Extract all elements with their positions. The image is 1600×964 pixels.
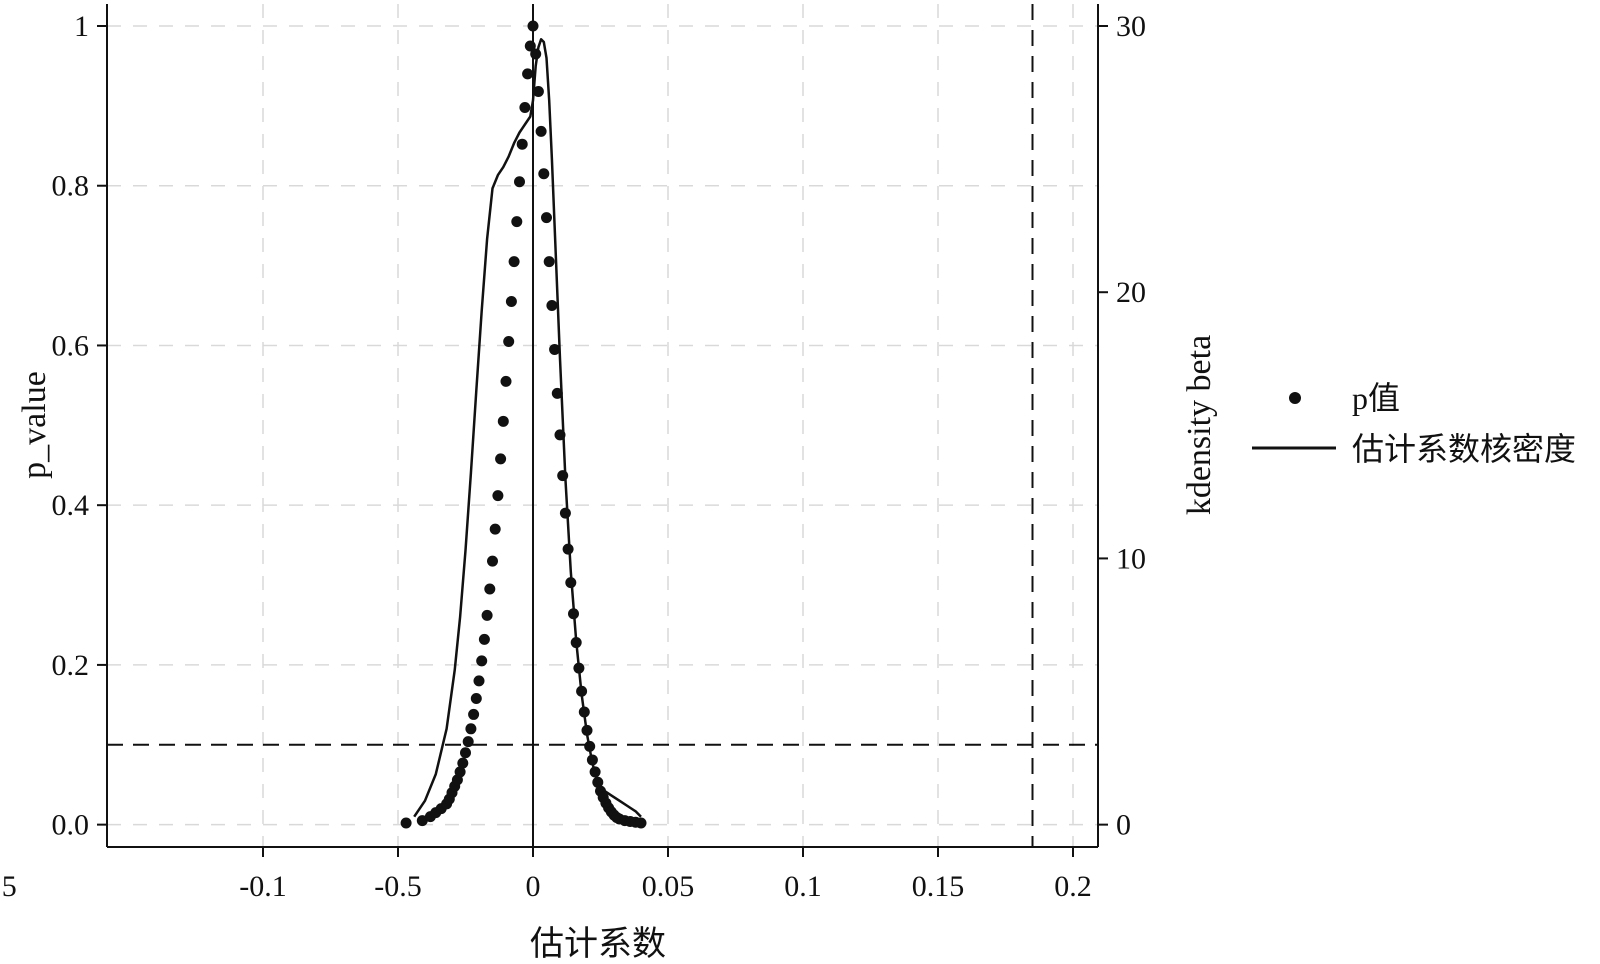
scatter-point — [465, 723, 477, 735]
x-axis-title: 估计系数 — [530, 925, 666, 959]
scatter-point — [541, 212, 552, 224]
x-tick-label: 0 — [526, 870, 541, 903]
y-right-tick-label: 10 — [1116, 542, 1146, 575]
x-tick-label: -0.5 — [374, 870, 422, 903]
scatter-point — [535, 125, 547, 137]
scatter-point — [500, 375, 512, 387]
y-right-tick-label: 30 — [1116, 10, 1146, 43]
scatter-point — [460, 747, 471, 759]
scatter-point — [489, 523, 501, 535]
y-axis-left-title: p_value — [16, 371, 53, 479]
scatter-point — [487, 555, 498, 567]
x-tick-label: 0.05 — [642, 870, 695, 903]
x-tick-label: -1.5 — [0, 870, 17, 903]
scatter-point — [476, 655, 488, 667]
scatter-point — [527, 20, 539, 32]
scatter-point — [478, 633, 490, 645]
scatter-point — [462, 736, 474, 748]
scatter-point — [497, 415, 509, 427]
scatter-point — [495, 453, 507, 465]
scatter-point — [538, 168, 550, 180]
scatter-point — [508, 256, 520, 268]
scatter-point — [400, 817, 412, 829]
y-left-tick-label: 0.4 — [52, 489, 90, 522]
series-layer — [400, 20, 647, 829]
scatter-point — [484, 583, 496, 595]
scatter-point — [514, 176, 525, 188]
legend: p值 估计系数核密度 — [1252, 380, 1576, 467]
legend-label-kdensity: 估计系数核密度 — [1352, 431, 1576, 467]
reference-lines — [107, 4, 1098, 847]
scatter-point — [503, 335, 515, 347]
y-left-tick-label: 1 — [74, 10, 89, 43]
scatter-point — [551, 387, 563, 399]
scatter-point — [546, 300, 558, 312]
x-tick-label: 0.15 — [912, 870, 965, 903]
y-left-tick-label: 0.2 — [52, 649, 90, 682]
scatter-point — [454, 766, 466, 778]
scatter-point — [468, 708, 480, 720]
y-left-tick-label: 0.0 — [52, 809, 90, 842]
x-tick-label: -0.1 — [239, 870, 287, 903]
scatter-point — [492, 490, 504, 502]
scatter-point — [559, 507, 571, 519]
scatter-point — [481, 609, 493, 621]
y-right-tick-label: 0 — [1116, 809, 1131, 842]
scatter-point — [505, 296, 517, 308]
scatter-point — [532, 85, 544, 97]
y-axis-right-title: kdensity beta — [1181, 335, 1218, 515]
scatter-point — [457, 757, 469, 769]
scatter-point — [522, 68, 534, 80]
scatter-point — [516, 138, 528, 150]
grid-layer — [107, 4, 1098, 847]
y-left-tick-label: 0.6 — [52, 329, 90, 362]
axes-layer: -1.5 -0.1 -0.5 0 0.05 0.1 0.15 0.2 0.0 0.2 0.4 0.6 0… — [0, 4, 1146, 903]
y-right-tick-label: 20 — [1116, 276, 1146, 309]
scatter-point — [519, 101, 531, 113]
scatter-point — [635, 817, 647, 829]
legend-label-p-value: p值 — [1352, 380, 1400, 416]
x-tick-label: 0.1 — [784, 870, 822, 903]
scatter-point — [524, 40, 536, 52]
y-left-tick-label: 0.8 — [52, 170, 90, 203]
scatter-point — [470, 692, 482, 704]
scatter-point — [473, 675, 485, 687]
scatter-point — [543, 256, 555, 268]
scatter-point — [511, 216, 523, 228]
x-tick-label: 0.2 — [1054, 870, 1092, 903]
legend-marker-p-value — [1289, 392, 1301, 404]
kdensity-line — [413, 38, 642, 818]
scatter-point — [549, 343, 561, 355]
